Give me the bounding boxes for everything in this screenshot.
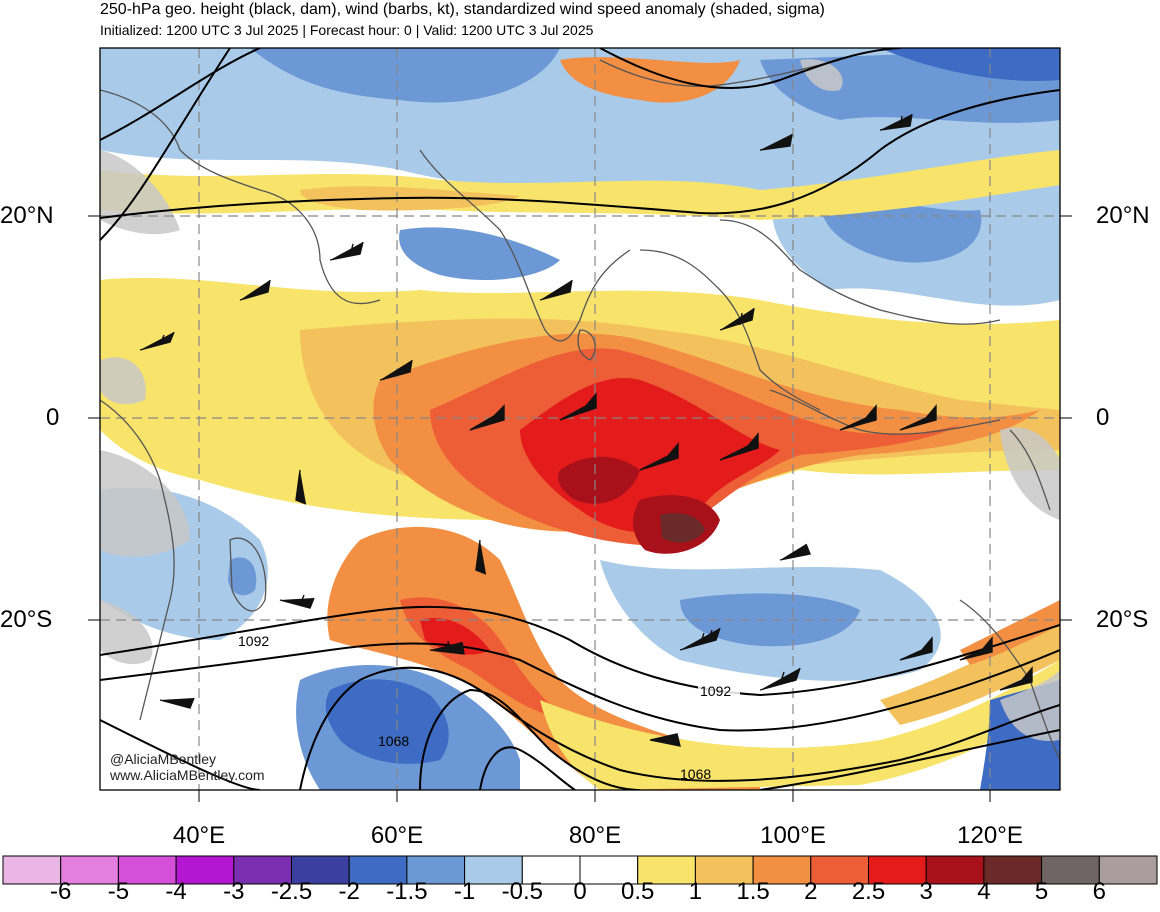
map-subtitle: Initialized: 1200 UTC 3 Jul 2025 | Forec… bbox=[100, 22, 594, 38]
lat-label-20s-left: 20°S bbox=[0, 606, 53, 633]
colorbar-label: 0 bbox=[573, 878, 587, 905]
colorbar-label: -1.5 bbox=[386, 878, 428, 905]
axis-ticks bbox=[88, 215, 1072, 802]
colorbar-swatch bbox=[752, 855, 812, 885]
contour-label: 1068 bbox=[378, 733, 409, 749]
colorbar-label: 2 bbox=[804, 878, 818, 905]
lat-label-eq-right: 0 bbox=[1096, 404, 1110, 431]
colorbar bbox=[2, 855, 1158, 885]
colorbar-swatch bbox=[637, 855, 696, 885]
colorbar-label: 1.5 bbox=[736, 878, 770, 905]
colorbar-swatch bbox=[868, 855, 927, 885]
colorbar-label: 3 bbox=[919, 878, 933, 905]
lat-label-20s-right: 20°S bbox=[1096, 606, 1149, 633]
colorbar-label: -1 bbox=[453, 878, 476, 905]
lat-label-eq-left: 0 bbox=[46, 404, 60, 431]
wind-barbs bbox=[139, 113, 1033, 747]
colorbar-label: -6 bbox=[50, 878, 72, 905]
colorbar-swatch bbox=[348, 855, 408, 885]
colorbar-swatch bbox=[406, 855, 466, 885]
anomaly-shading bbox=[100, 48, 1060, 790]
colorbar-swatch bbox=[291, 855, 350, 885]
map-title: 250-hPa geo. height (black, dam), wind (… bbox=[100, 1, 825, 18]
colorbar-swatch bbox=[925, 855, 985, 885]
colorbar-label: -2.5 bbox=[270, 878, 313, 905]
contour-label: 1092 bbox=[238, 633, 269, 649]
coastlines bbox=[100, 59, 1060, 761]
lon-label-100e: 100°E bbox=[760, 822, 826, 849]
colorbar-swatch bbox=[521, 855, 581, 885]
colorbar-label: 5 bbox=[1034, 878, 1049, 905]
contour-label: 1092 bbox=[700, 683, 731, 699]
credit-website: www.AliciaMBentley.com bbox=[110, 767, 265, 783]
colorbar-label: -4 bbox=[165, 878, 187, 905]
lat-label-20n-left: 20°N bbox=[0, 202, 54, 229]
colorbar-swatch bbox=[1041, 855, 1100, 885]
colorbar-swatch bbox=[117, 855, 177, 885]
lon-label-60e: 60°E bbox=[370, 822, 424, 849]
lon-label-40e: 40°E bbox=[172, 822, 226, 849]
colorbar-label: 1 bbox=[688, 878, 703, 905]
colorbar-swatch bbox=[810, 855, 869, 885]
colorbar-label: -0.5 bbox=[501, 878, 543, 905]
colorbar-label: -5 bbox=[107, 878, 130, 905]
lon-label-120e: 120°E bbox=[957, 822, 1023, 849]
colorbar-label: 0.5 bbox=[621, 878, 655, 905]
colorbar-swatch bbox=[579, 855, 639, 885]
colorbar-swatch bbox=[464, 855, 523, 885]
contour-label: 1068 bbox=[680, 766, 711, 782]
lat-lon-grid bbox=[100, 48, 1060, 790]
lon-label-80e: 80°E bbox=[568, 822, 622, 849]
map-frame bbox=[99, 47, 1061, 791]
height-contours bbox=[100, 48, 1060, 790]
colorbar-label: -2 bbox=[338, 878, 360, 905]
lat-label-20n-right: 20°N bbox=[1096, 202, 1150, 229]
colorbar-label: 4 bbox=[977, 878, 991, 905]
colorbar-swatch bbox=[175, 855, 235, 885]
colorbar-label: 6 bbox=[1092, 878, 1106, 905]
colorbar-label: 2.5 bbox=[851, 878, 886, 905]
colorbar-swatch bbox=[1098, 855, 1158, 885]
colorbar-label: -3 bbox=[223, 878, 245, 905]
credit-handle: @AliciaMBentley bbox=[110, 751, 217, 767]
